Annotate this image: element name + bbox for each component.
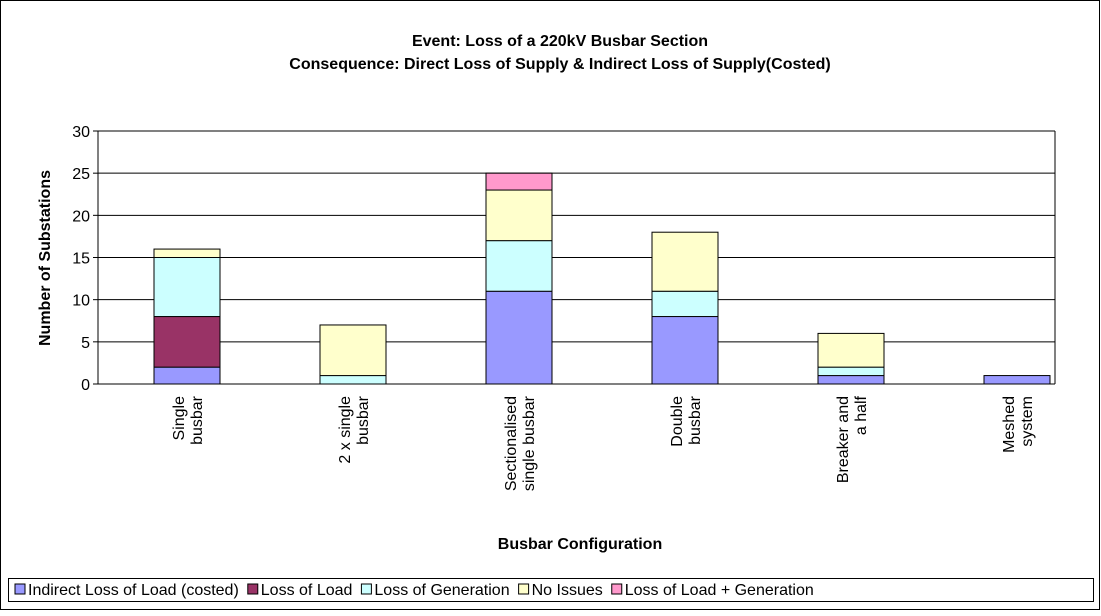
bar-segment (319, 324, 387, 377)
x-tick-line: single busbar (521, 395, 538, 491)
x-tick-line: Single (171, 396, 188, 441)
x-tick-label: Singlebusbar (171, 395, 206, 445)
y-tick-label: 30 (72, 124, 90, 141)
bar-segment (485, 240, 553, 292)
x-tick-label: Sectionalisedsingle busbar (503, 395, 538, 491)
bar-segment (153, 366, 221, 385)
bar-segment (485, 172, 553, 191)
bar-segment (153, 257, 221, 318)
x-axis-title: Busbar Configuration (498, 536, 662, 553)
legend-label: Indirect Loss of Load (costed) (28, 582, 239, 599)
x-tick-line: system (1019, 396, 1036, 447)
x-tick-line: Meshed (1001, 396, 1018, 453)
bar-segment (485, 189, 553, 242)
y-tick-label: 0 (81, 377, 90, 394)
y-tick-label: 5 (81, 335, 90, 352)
legend-swatch (360, 583, 372, 595)
bar-segment (651, 231, 719, 292)
bar-segment (485, 290, 553, 385)
x-tick-line: 2 x single (337, 396, 354, 464)
legend-label: No Issues (532, 582, 603, 599)
y-tick-label: 25 (72, 166, 90, 183)
x-tick-label: Breaker anda half (835, 395, 870, 483)
y-tick-label: 15 (72, 251, 90, 268)
chart-title: Event: Loss of a 220kV Busbar Section (412, 33, 708, 50)
x-tick-line: Breaker and (835, 396, 852, 483)
legend-label: Loss of Load (261, 582, 353, 599)
x-tick-label: Doublebusbar (669, 395, 704, 446)
legend-box (8, 578, 1094, 602)
bar-segment (651, 316, 719, 385)
legend-swatch (14, 583, 26, 595)
legend-swatch (611, 583, 623, 595)
bar-segment (817, 332, 885, 368)
legend-swatch (518, 583, 530, 595)
x-tick-line: a half (853, 395, 870, 435)
x-tick-line: busbar (189, 395, 206, 445)
x-tick-line: Double (669, 396, 686, 447)
bar-segment (651, 290, 719, 318)
bar-segment (153, 316, 221, 368)
y-tick-label: 10 (72, 293, 90, 310)
y-axis-title: Number of Substations (37, 170, 54, 346)
legend-label: Loss of Generation (374, 582, 509, 599)
bar-segment (153, 248, 221, 258)
bar-segment (817, 375, 885, 385)
x-tick-label: 2 x singlebusbar (337, 395, 372, 463)
x-tick-label: Meshedsystem (1001, 396, 1036, 453)
x-tick-line: busbar (687, 395, 704, 445)
y-tick-label: 20 (72, 208, 90, 225)
x-tick-line: busbar (355, 395, 372, 445)
x-tick-line: Sectionalised (503, 396, 520, 491)
chart-subtitle: Consequence: Direct Loss of Supply & Ind… (289, 56, 830, 73)
legend-label: Loss of Load + Generation (625, 582, 814, 599)
legend-swatch (247, 583, 259, 595)
bar-segment (983, 375, 1051, 385)
bar-segment (319, 375, 387, 385)
bar-segment (817, 366, 885, 377)
